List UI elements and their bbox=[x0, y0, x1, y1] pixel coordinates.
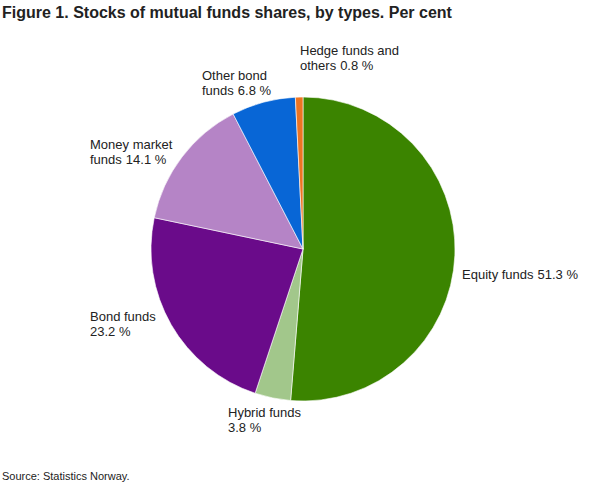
source: Source: Statistics Norway. bbox=[2, 470, 130, 482]
data-label: 51.3 % bbox=[538, 267, 579, 282]
pie bbox=[151, 97, 455, 401]
pie-slice bbox=[233, 97, 303, 249]
data-label: 23.2 % bbox=[90, 324, 131, 339]
slice-label: Bond funds bbox=[90, 309, 156, 324]
title: Figure 1. Stocks of mutual funds shares,… bbox=[2, 4, 453, 21]
data-label: 14.1 % bbox=[126, 152, 167, 167]
slice-label: Money market funds bbox=[90, 137, 176, 167]
slice-label: Hybrid funds bbox=[228, 405, 301, 420]
data-label: 6.8 % bbox=[238, 83, 272, 98]
chart: Figure 1. Stocks of mutual funds shares,… bbox=[0, 0, 610, 488]
slice-label: Equity funds bbox=[462, 267, 534, 282]
data-label: 3.8 % bbox=[228, 420, 262, 435]
slice-label: Other bond funds bbox=[202, 68, 271, 98]
data-label: 0.8 % bbox=[340, 58, 374, 73]
pie-slice bbox=[295, 97, 303, 249]
pie-slice bbox=[291, 97, 455, 401]
labels: Equity funds 51.3 % Hybrid funds3.8 % Bond … bbox=[90, 43, 578, 435]
slice-label: Hedge funds and others bbox=[300, 43, 403, 73]
